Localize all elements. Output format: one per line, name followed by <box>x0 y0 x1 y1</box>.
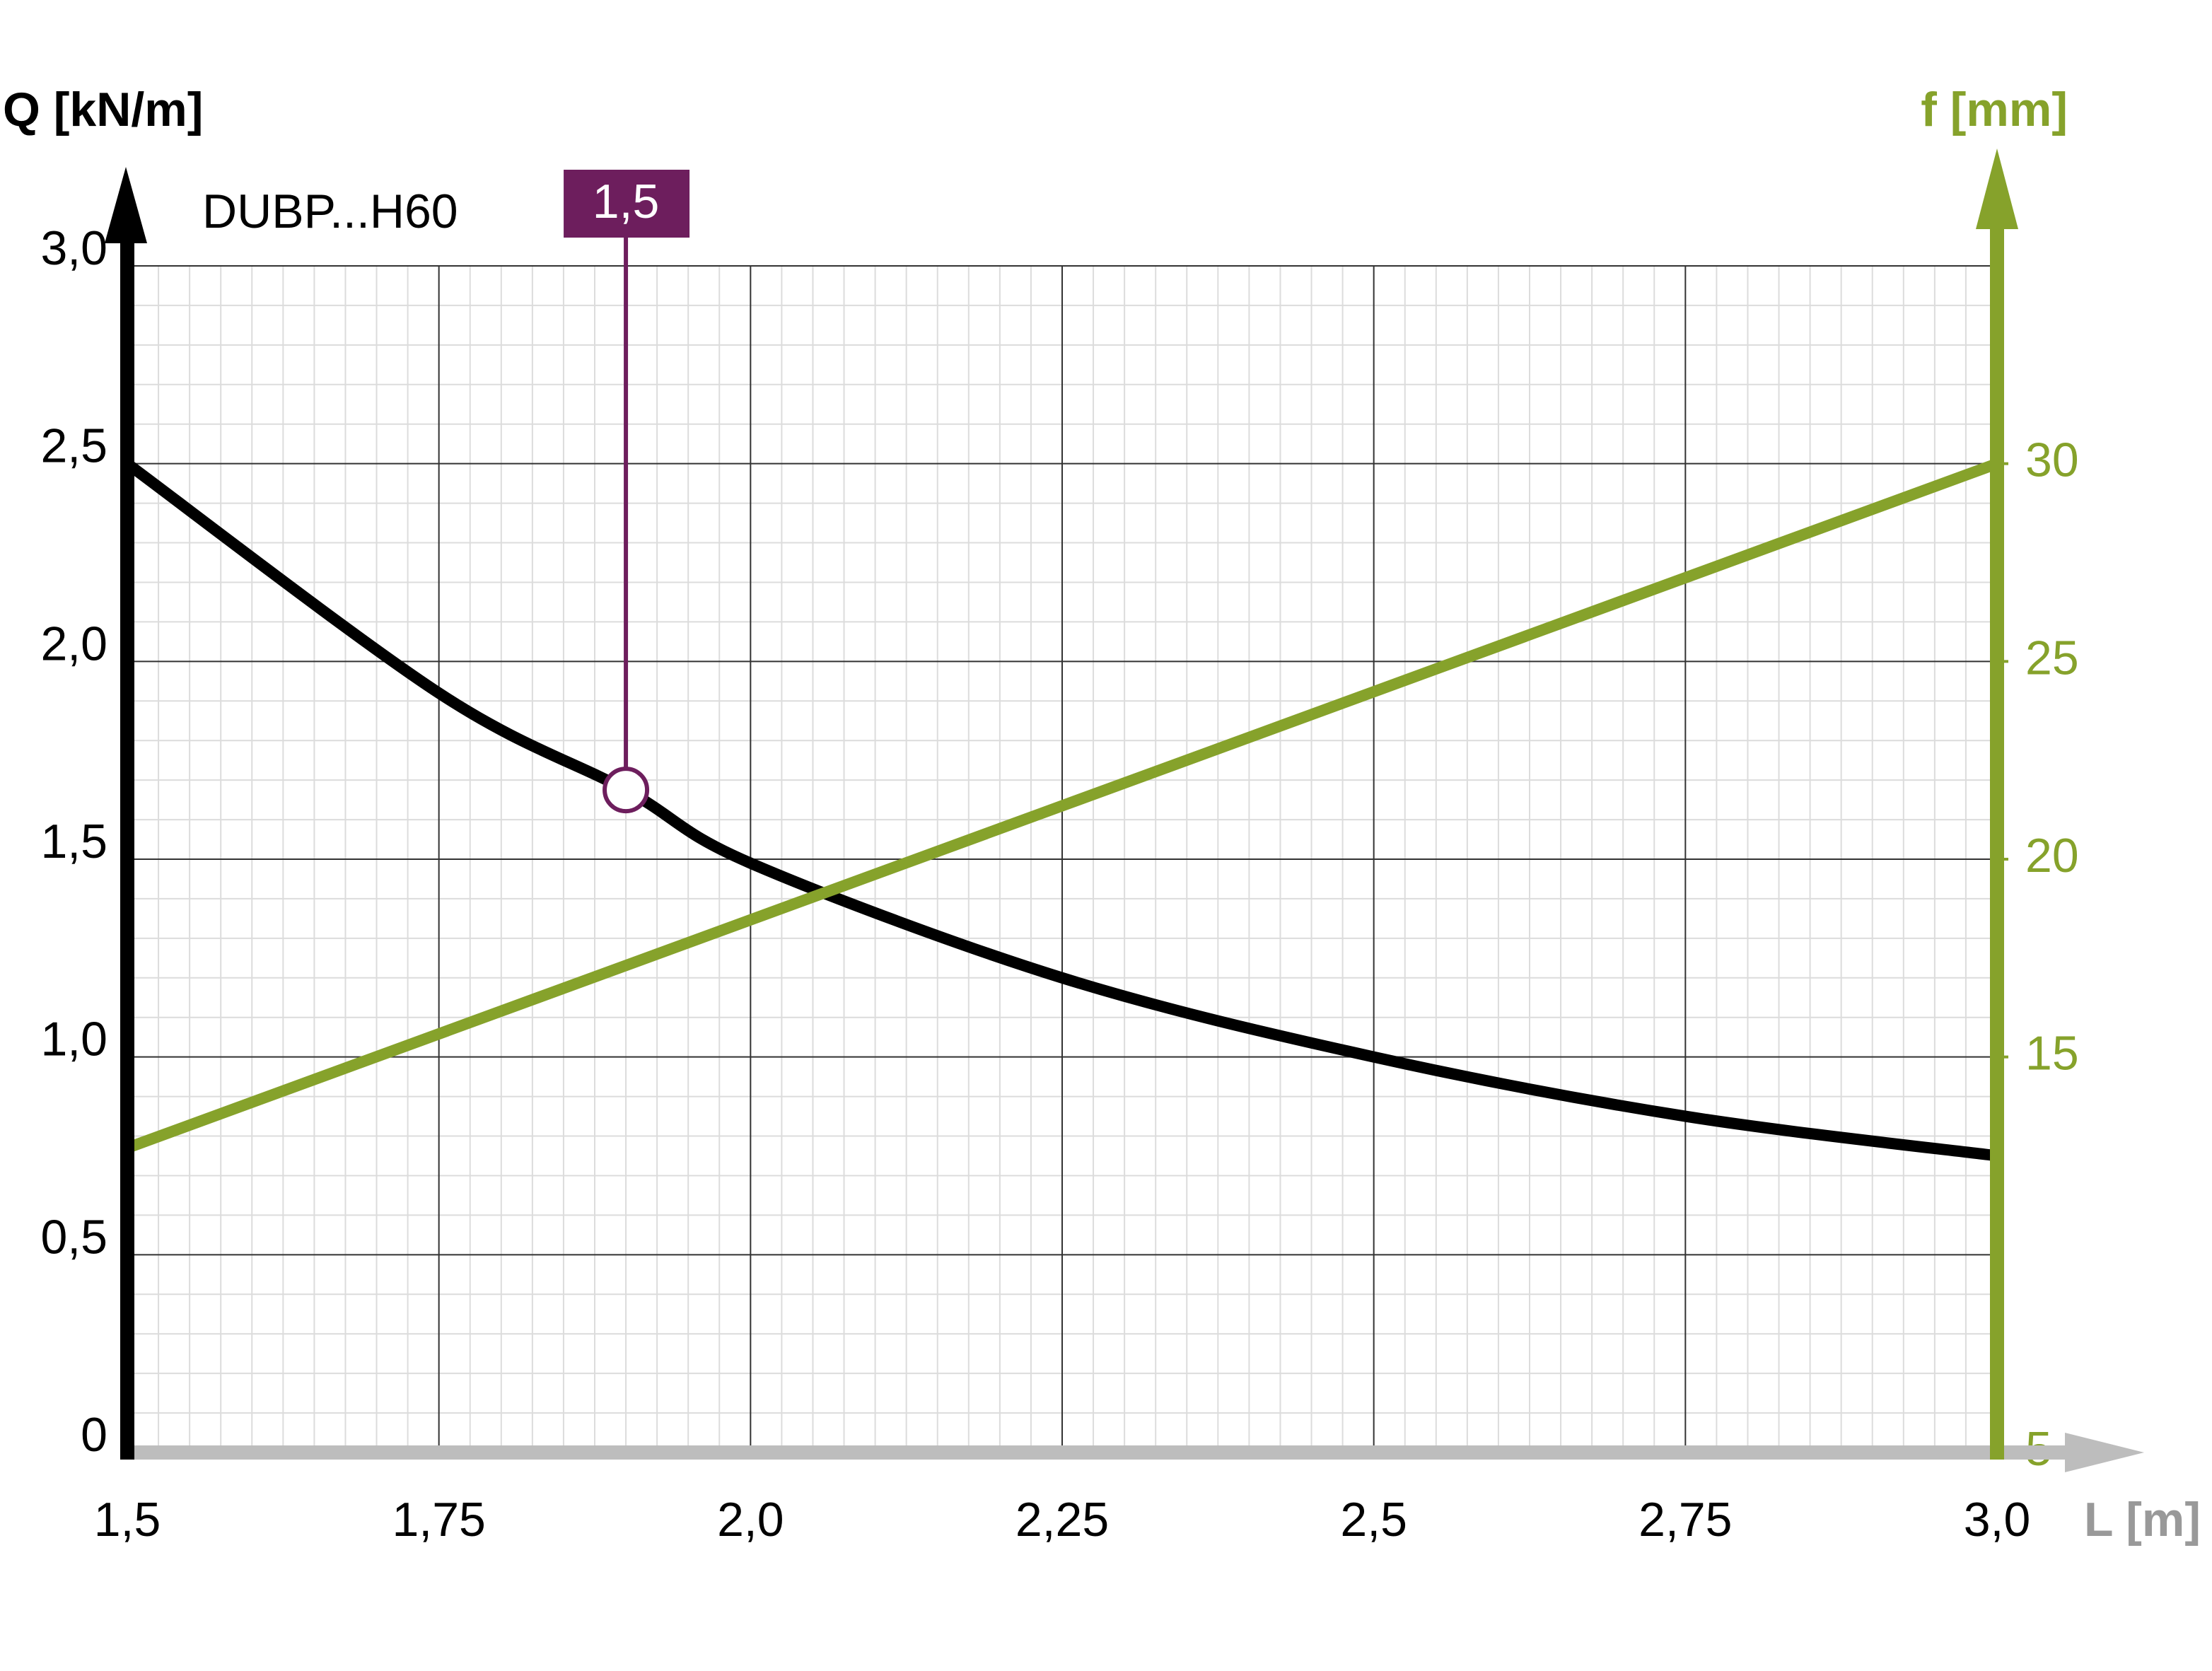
y-axis-label: Q [kN/m] <box>3 83 203 136</box>
series-line <box>122 458 2003 1154</box>
y2-tick-label: 20 <box>2025 829 2079 883</box>
series-line <box>122 458 2003 1162</box>
y2-axis-label: f [mm] <box>1921 83 2068 136</box>
plot <box>122 458 2003 1162</box>
x-tick-label: 3,0 <box>1964 1493 2031 1547</box>
x-tick-label: 2,25 <box>1015 1493 1109 1547</box>
y2-tick-label: 30 <box>2025 433 2079 487</box>
annotation-box <box>564 170 690 238</box>
chart-title: DUBP...H60 <box>202 185 458 238</box>
x-tick-label: 1,5 <box>94 1493 161 1547</box>
x-tick-label: 1,75 <box>392 1493 485 1547</box>
grid <box>127 265 1998 1453</box>
y-tick-label: 1,5 <box>40 815 107 868</box>
x-tick-label: 2,0 <box>717 1493 784 1547</box>
x-axis-label: L [m] <box>2084 1493 2201 1547</box>
y-axis-arrow <box>105 167 147 243</box>
y-tick-label: 2,5 <box>40 419 107 473</box>
y-tick-label: 2,0 <box>40 617 107 670</box>
y-tick-label: 3,0 <box>40 221 107 275</box>
y2-tick-label: 25 <box>2025 631 2079 685</box>
y-tick-label: 1,0 <box>40 1013 107 1066</box>
y-tick-label: 0,5 <box>40 1210 107 1264</box>
x-tick-label: 2,5 <box>1340 1493 1407 1547</box>
x-tick-label: 2,75 <box>1638 1493 1732 1547</box>
x-axis-arrow <box>2065 1433 2144 1472</box>
annotation-label: 1,5 <box>593 175 660 228</box>
y2-axis-arrow <box>1976 149 2018 229</box>
y-tick-label: 0 <box>81 1408 107 1462</box>
y2-tick-label: 15 <box>2025 1027 2079 1081</box>
annotation-marker <box>603 767 650 814</box>
